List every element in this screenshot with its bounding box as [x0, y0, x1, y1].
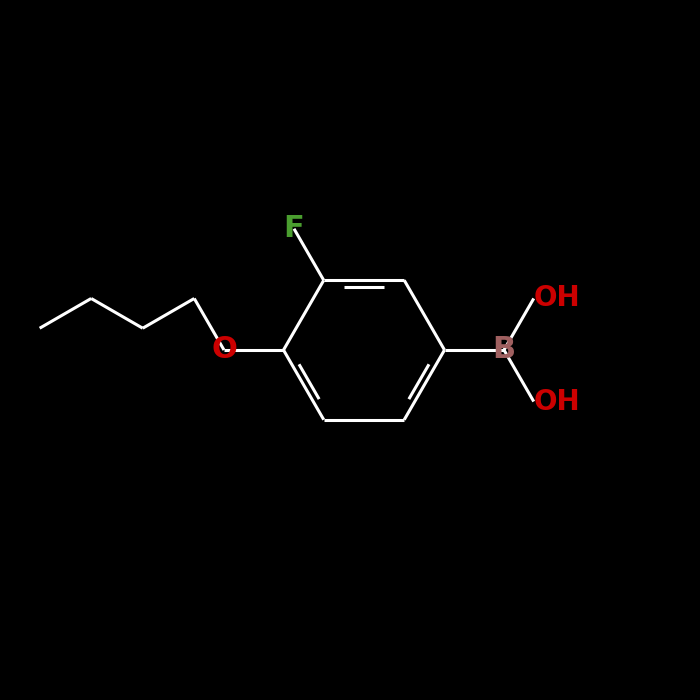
Text: B: B [492, 335, 516, 365]
Text: OH: OH [533, 284, 580, 312]
Text: O: O [211, 335, 237, 365]
Text: F: F [284, 214, 304, 244]
Text: OH: OH [533, 388, 580, 416]
